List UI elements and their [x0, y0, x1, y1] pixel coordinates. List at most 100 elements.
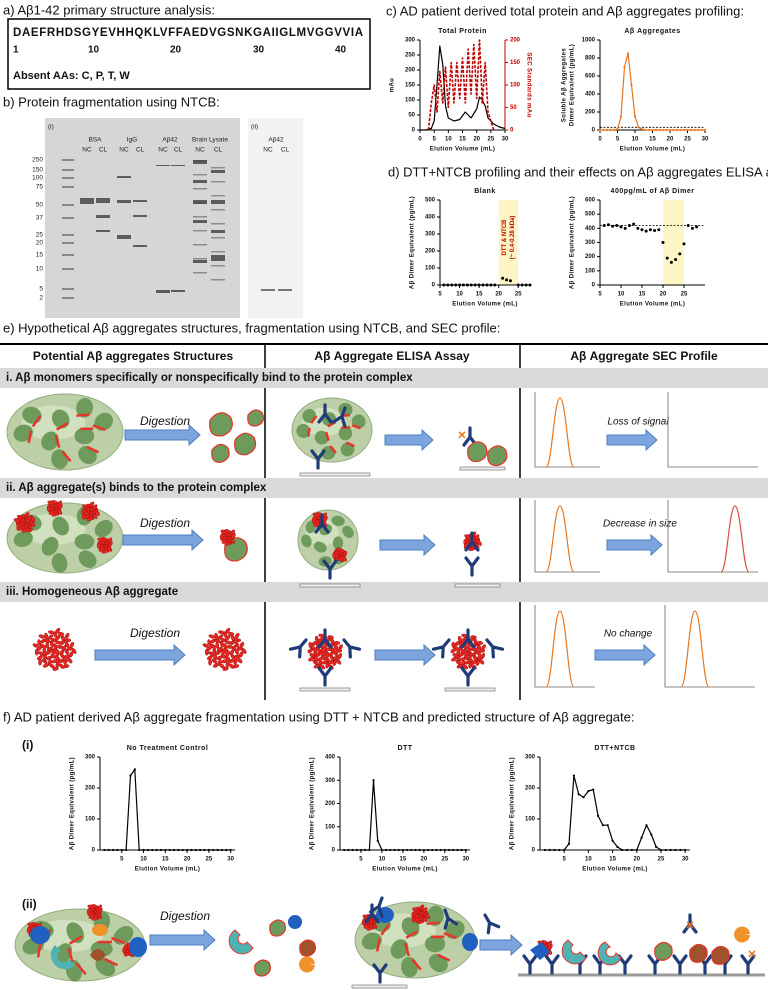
x-tick-label: 10: [632, 137, 639, 143]
y-tick-label: 0: [532, 848, 536, 854]
data-point: [364, 848, 367, 852]
brown-protein: [90, 949, 106, 961]
protein-blob: [296, 423, 311, 438]
data-point: [633, 115, 637, 118]
data-point: [616, 128, 619, 131]
sub-label: (ii): [22, 897, 37, 911]
fragment: [654, 941, 673, 961]
y-tick-label: 200: [405, 68, 416, 74]
panel-title: f) AD patient derived Aβ aggregate fragm…: [3, 709, 634, 724]
data-point: [376, 839, 379, 842]
plate: [299, 472, 371, 477]
gel-label: (i): [48, 124, 54, 131]
data-point: [516, 283, 520, 287]
gel-band: [62, 288, 74, 290]
aggregate-piece: [216, 646, 223, 652]
digestion-label: Digestion: [140, 516, 190, 530]
data-point: [558, 848, 561, 852]
data-point: [612, 128, 616, 132]
data-point: [435, 848, 438, 852]
fragment: [234, 432, 257, 456]
loss-mark: ×: [748, 946, 756, 962]
x-tick-label: 30: [702, 137, 709, 143]
aggregate-piece: [225, 627, 231, 634]
data-point: [355, 848, 358, 852]
y-tick-label: 200: [85, 786, 96, 792]
data-point: [674, 848, 677, 852]
arrow: [149, 928, 216, 952]
x-axis-label: Elution Volume (mL): [135, 867, 201, 873]
aggregate-piece: [422, 916, 428, 923]
protein-blob: [351, 414, 366, 429]
data-point: [645, 824, 648, 827]
data-point: [220, 848, 224, 852]
data-point: [686, 128, 689, 132]
data-point: [668, 128, 672, 132]
orange-protein: [92, 924, 108, 936]
sec-axes: [534, 392, 600, 468]
protein-complex: [6, 502, 124, 574]
gel-band: [261, 289, 275, 291]
data-point: [397, 848, 400, 852]
gel-band: [193, 188, 207, 190]
sequence-box: [7, 18, 371, 90]
abeta-monomer: [405, 930, 419, 939]
fragment: [467, 441, 488, 463]
blue-protein: [288, 915, 302, 929]
abeta-aggregate: [96, 537, 113, 554]
x-axis-label: Elution Volume (mL): [452, 302, 518, 308]
data-point: [501, 276, 505, 280]
digestion-label: Digestion: [130, 626, 180, 640]
aggregate-piece: [411, 916, 416, 923]
x-tick-label: 15: [400, 857, 407, 863]
data-line: [600, 52, 705, 131]
abeta-monomer: [351, 424, 361, 430]
x-tick-label: 25: [658, 857, 665, 863]
x-axis-label: Elution Volume (mL): [430, 147, 496, 153]
y-tick-label: 200: [325, 801, 336, 807]
data-point: [168, 848, 171, 852]
aggregate-piece: [230, 653, 236, 660]
data-point: [632, 222, 636, 226]
chart-title: DTT: [397, 745, 412, 752]
aggregate-piece: [332, 551, 337, 559]
aggregate-piece: [204, 648, 209, 656]
aggregate-piece: [107, 546, 113, 552]
sec-peak: [545, 610, 575, 688]
row-band: [0, 582, 768, 602]
loss-mark: ×: [686, 917, 694, 933]
antibody-shape: [460, 628, 476, 649]
aggregate-piece: [45, 642, 50, 649]
aggregate-piece: [477, 540, 482, 546]
antibody: [443, 908, 459, 930]
aggregate-piece: [92, 504, 98, 510]
aggregate-piece: [26, 528, 33, 533]
blue-protein: [462, 933, 478, 951]
data-point: [665, 256, 669, 260]
data-point: [623, 65, 626, 69]
x-tick-label: 20: [660, 292, 667, 298]
arrow: [594, 643, 656, 667]
data-point: [368, 848, 371, 852]
aggregate-piece: [38, 651, 45, 656]
abeta-monomer: [404, 942, 410, 957]
protein-blob: [390, 939, 409, 959]
gel-band: [62, 242, 74, 244]
abeta-monomer: [426, 921, 440, 925]
y-tick-label: 200: [585, 254, 596, 260]
data-point: [103, 848, 106, 852]
data-point: [601, 824, 605, 827]
y-tick-label: 200: [525, 786, 536, 792]
y-tick-label: 600: [585, 74, 596, 80]
protein-blob: [41, 536, 59, 556]
protein-blob: [361, 932, 382, 950]
chart-title: Aβ Aggregates: [624, 28, 680, 35]
y-tick-label: 100: [85, 817, 96, 823]
data-point: [207, 848, 210, 852]
data-point: [508, 279, 512, 283]
antibody-shape: [740, 954, 756, 975]
aggregate-piece: [457, 635, 462, 643]
teal-protein: [597, 941, 622, 966]
aggregate-piece: [122, 946, 127, 954]
aggregate-piece: [479, 659, 485, 665]
